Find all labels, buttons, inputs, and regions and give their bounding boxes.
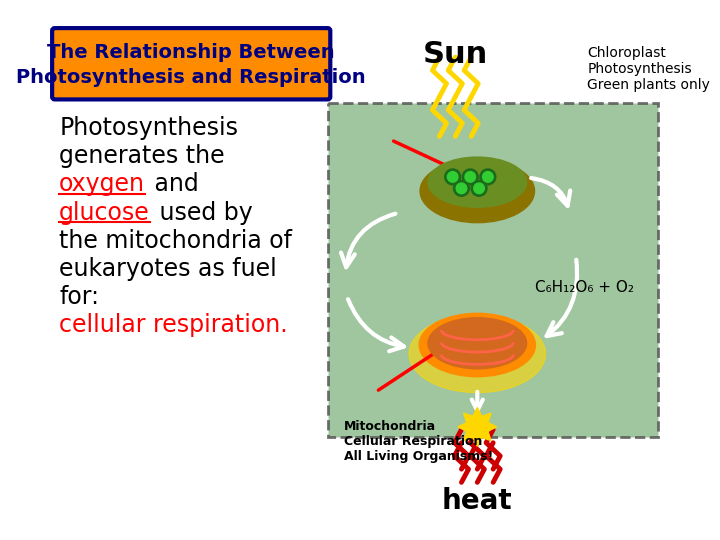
Circle shape — [447, 172, 458, 182]
Text: glucose: glucose — [59, 201, 150, 225]
Text: oxygen: oxygen — [59, 172, 145, 197]
Text: cellular respiration.: cellular respiration. — [59, 313, 288, 338]
Polygon shape — [458, 408, 497, 446]
Text: for:: for: — [59, 285, 99, 309]
Text: Photosynthesis: Photosynthesis — [59, 116, 238, 140]
Text: and: and — [147, 172, 199, 197]
Text: Chloroplast
Photosynthesis
Green plants only: Chloroplast Photosynthesis Green plants … — [588, 46, 710, 92]
Ellipse shape — [428, 318, 526, 369]
Ellipse shape — [428, 157, 526, 207]
Circle shape — [456, 183, 467, 194]
Ellipse shape — [419, 313, 536, 377]
Circle shape — [471, 180, 487, 196]
Circle shape — [462, 169, 478, 185]
Text: eukaryotes as fuel: eukaryotes as fuel — [59, 257, 277, 281]
Text: the mitochondria of: the mitochondria of — [59, 229, 292, 253]
Circle shape — [465, 172, 475, 182]
Text: Sun: Sun — [423, 39, 488, 69]
FancyBboxPatch shape — [328, 103, 658, 437]
Ellipse shape — [409, 315, 546, 393]
Circle shape — [454, 180, 469, 196]
Text: The Relationship Between
Photosynthesis and Respiration: The Relationship Between Photosynthesis … — [17, 43, 366, 87]
Text: Mitochondria
Cellular Respiration
All Living Organisms!: Mitochondria Cellular Respiration All Li… — [343, 420, 493, 463]
Circle shape — [480, 169, 496, 185]
Circle shape — [445, 169, 461, 185]
Circle shape — [482, 172, 493, 182]
Text: used by: used by — [152, 201, 252, 225]
FancyBboxPatch shape — [52, 28, 330, 99]
Text: C₆H₁₂O₆ + O₂: C₆H₁₂O₆ + O₂ — [535, 280, 634, 295]
Circle shape — [474, 183, 485, 194]
Text: heat: heat — [442, 487, 513, 515]
Ellipse shape — [420, 159, 534, 222]
Text: generates the: generates the — [59, 144, 225, 168]
